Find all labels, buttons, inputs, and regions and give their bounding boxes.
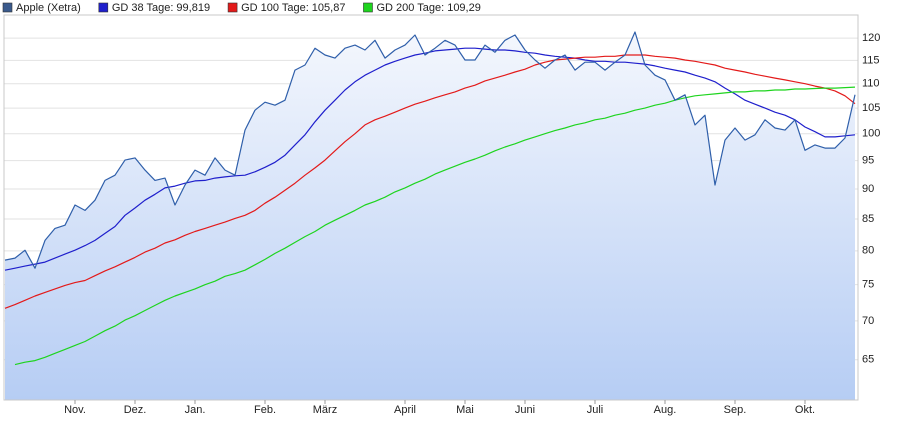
plot-area [4, 31, 858, 400]
price-area [5, 32, 855, 400]
legend-label: GD 200 Tage: 109,29 [376, 2, 480, 14]
plot-frame [3, 14, 859, 401]
legend: Apple (Xetra) GD 38 Tage: 99,819 GD 100 Ta… [2, 2, 481, 14]
y-tick-label: 80 [862, 245, 874, 257]
legend-label: Apple (Xetra) [16, 2, 81, 14]
y-tick-label: 100 [862, 128, 880, 140]
y-tick-label: 95 [862, 155, 874, 167]
series-line [4, 54, 856, 309]
x-tick-label: Okt. [795, 404, 815, 416]
legend-swatch [98, 2, 109, 13]
y-tick-label: 105 [862, 102, 880, 114]
legend-swatch [2, 2, 13, 13]
y-tick-label: 85 [862, 213, 874, 225]
x-tick-label: Juli [587, 404, 604, 416]
series-line [4, 31, 856, 269]
y-tick-label: 65 [862, 354, 874, 366]
series-line [14, 86, 856, 366]
x-tick-label: Sep. [724, 404, 747, 416]
x-tick-label: April [394, 404, 416, 416]
y-tick-label: 110 [862, 78, 880, 90]
x-tick-label: Mai [456, 404, 474, 416]
legend-swatch [363, 2, 373, 13]
y-tick-label: 90 [862, 183, 874, 195]
y-tick-label: 75 [862, 279, 874, 291]
legend-swatch [227, 2, 238, 13]
x-tick-label: März [313, 404, 337, 416]
x-tick-label: Jan. [185, 404, 206, 416]
x-tick-label: Dez. [124, 404, 147, 416]
x-tick-label: Feb. [254, 404, 276, 416]
x-tick-label: Juni [515, 404, 535, 416]
y-tick-label: 115 [862, 54, 880, 66]
legend-label: GD 100 Tage: 105,87 [241, 2, 345, 14]
legend-label: GD 38 Tage: 99,819 [112, 2, 210, 14]
y-tick-label: 70 [862, 315, 874, 327]
x-tick-label: Aug. [654, 404, 677, 416]
y-tick-label: 120 [862, 32, 880, 44]
x-tick-label: Nov. [64, 404, 86, 416]
